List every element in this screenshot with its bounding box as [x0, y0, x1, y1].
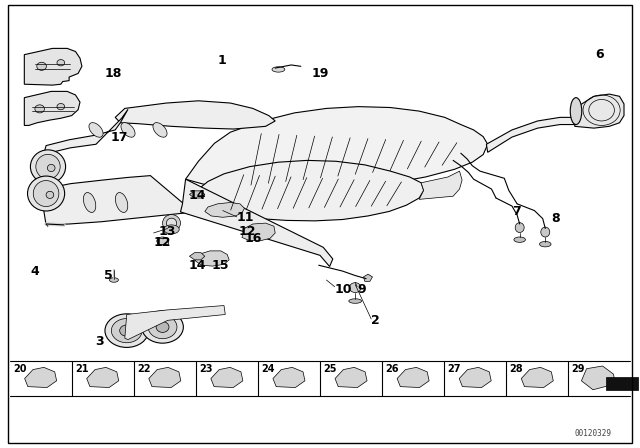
Polygon shape — [581, 366, 616, 390]
Text: 13: 13 — [159, 224, 176, 238]
Text: 20: 20 — [13, 364, 26, 374]
Polygon shape — [205, 202, 244, 217]
Polygon shape — [397, 367, 429, 388]
Polygon shape — [189, 253, 205, 260]
Polygon shape — [180, 179, 333, 267]
Ellipse shape — [121, 123, 135, 137]
Ellipse shape — [243, 227, 253, 234]
Ellipse shape — [31, 150, 65, 184]
Text: 2: 2 — [371, 314, 380, 327]
Ellipse shape — [148, 315, 177, 339]
Text: 14: 14 — [189, 258, 206, 272]
Ellipse shape — [46, 191, 54, 198]
Text: 17: 17 — [110, 130, 127, 144]
Polygon shape — [335, 367, 367, 388]
Text: 22: 22 — [137, 364, 150, 374]
Ellipse shape — [89, 123, 103, 137]
Ellipse shape — [111, 319, 142, 343]
Polygon shape — [157, 238, 168, 244]
Text: 14: 14 — [188, 189, 205, 202]
Ellipse shape — [163, 215, 180, 232]
Ellipse shape — [540, 241, 551, 247]
Polygon shape — [149, 367, 181, 388]
Ellipse shape — [514, 237, 525, 242]
Text: 15: 15 — [211, 258, 228, 272]
Polygon shape — [42, 109, 128, 162]
Polygon shape — [575, 94, 624, 128]
Text: 21: 21 — [75, 364, 88, 374]
Ellipse shape — [570, 98, 582, 125]
Text: 27: 27 — [447, 364, 461, 374]
Text: 6: 6 — [595, 48, 604, 61]
Ellipse shape — [349, 299, 362, 303]
Ellipse shape — [35, 105, 44, 113]
Ellipse shape — [47, 164, 55, 172]
Ellipse shape — [37, 62, 46, 70]
Ellipse shape — [156, 322, 169, 332]
Polygon shape — [364, 274, 372, 281]
Ellipse shape — [541, 227, 550, 237]
Polygon shape — [24, 91, 80, 125]
Text: 7: 7 — [512, 205, 521, 218]
Polygon shape — [242, 223, 275, 241]
Ellipse shape — [164, 225, 179, 234]
Ellipse shape — [166, 218, 177, 228]
Text: 18: 18 — [104, 67, 122, 80]
Polygon shape — [125, 306, 225, 340]
Ellipse shape — [515, 223, 524, 233]
Text: 29: 29 — [572, 364, 585, 374]
Ellipse shape — [349, 283, 361, 293]
Polygon shape — [186, 107, 488, 192]
Text: 4: 4 — [30, 264, 39, 278]
Polygon shape — [195, 251, 229, 266]
Text: 00120329: 00120329 — [574, 429, 611, 438]
Text: 9: 9 — [357, 283, 365, 297]
Polygon shape — [273, 367, 305, 388]
Text: 16: 16 — [244, 232, 262, 245]
Ellipse shape — [153, 123, 167, 137]
Polygon shape — [419, 171, 462, 199]
Polygon shape — [460, 367, 492, 388]
Ellipse shape — [272, 67, 285, 72]
Ellipse shape — [83, 193, 96, 212]
Polygon shape — [521, 367, 553, 388]
Text: 1: 1 — [218, 54, 227, 67]
Text: 26: 26 — [385, 364, 399, 374]
Text: 12: 12 — [154, 236, 171, 250]
Text: 24: 24 — [261, 364, 275, 374]
Text: 11: 11 — [237, 211, 254, 224]
Ellipse shape — [115, 193, 128, 212]
Polygon shape — [486, 117, 576, 152]
Polygon shape — [87, 367, 119, 388]
Ellipse shape — [33, 181, 59, 207]
Text: 10: 10 — [335, 283, 352, 297]
Polygon shape — [42, 176, 187, 225]
Ellipse shape — [142, 311, 184, 343]
Polygon shape — [115, 101, 275, 129]
Ellipse shape — [57, 103, 65, 110]
Text: 19: 19 — [312, 67, 329, 80]
Polygon shape — [211, 367, 243, 388]
Text: 3: 3 — [95, 335, 103, 348]
Bar — [605, 377, 637, 390]
Text: 28: 28 — [509, 364, 523, 374]
Ellipse shape — [120, 325, 134, 336]
Ellipse shape — [109, 278, 118, 282]
Polygon shape — [186, 160, 424, 221]
Text: 12: 12 — [239, 224, 256, 238]
Ellipse shape — [57, 60, 65, 66]
Ellipse shape — [36, 154, 60, 179]
Polygon shape — [24, 48, 82, 85]
Polygon shape — [25, 367, 57, 388]
Text: 8: 8 — [552, 212, 560, 225]
Text: 25: 25 — [323, 364, 337, 374]
Polygon shape — [189, 191, 205, 198]
Ellipse shape — [157, 237, 168, 245]
Text: 5: 5 — [104, 268, 113, 282]
Ellipse shape — [105, 314, 148, 348]
Text: 23: 23 — [199, 364, 212, 374]
Ellipse shape — [28, 176, 65, 211]
